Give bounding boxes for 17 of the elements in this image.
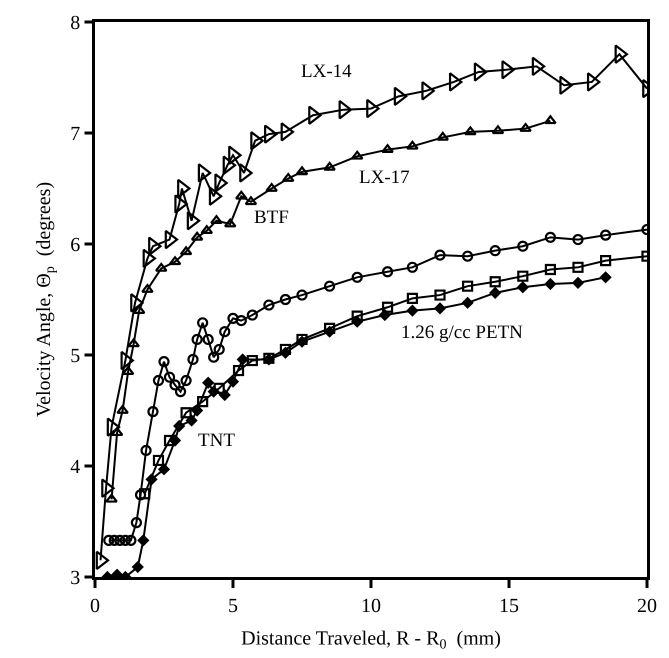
y-tick-label: 3	[70, 567, 80, 589]
x-tick-label: 15	[499, 594, 519, 617]
y-tick-label: 5	[70, 345, 80, 367]
annotation: TNT	[198, 430, 236, 451]
y-tick-label: 4	[70, 456, 80, 478]
series-label: LX-14	[301, 61, 352, 82]
x-tick-label: 20	[637, 594, 657, 617]
x-tick-label: 10	[361, 594, 381, 617]
y-tick-label: 6	[70, 234, 80, 256]
annotation: BTF	[254, 207, 289, 228]
series-label: LX-17	[359, 167, 410, 188]
x-tick-label: 5	[228, 594, 238, 617]
x-tick-label: 0	[90, 594, 100, 617]
series-label: 1.26 g/cc PETN	[401, 322, 524, 343]
y-tick-label: 7	[70, 123, 80, 145]
x-axis-title: Distance Traveled, R - R$_{0}$ (mm)	[241, 627, 501, 652]
y-tick-label: 8	[70, 12, 80, 34]
